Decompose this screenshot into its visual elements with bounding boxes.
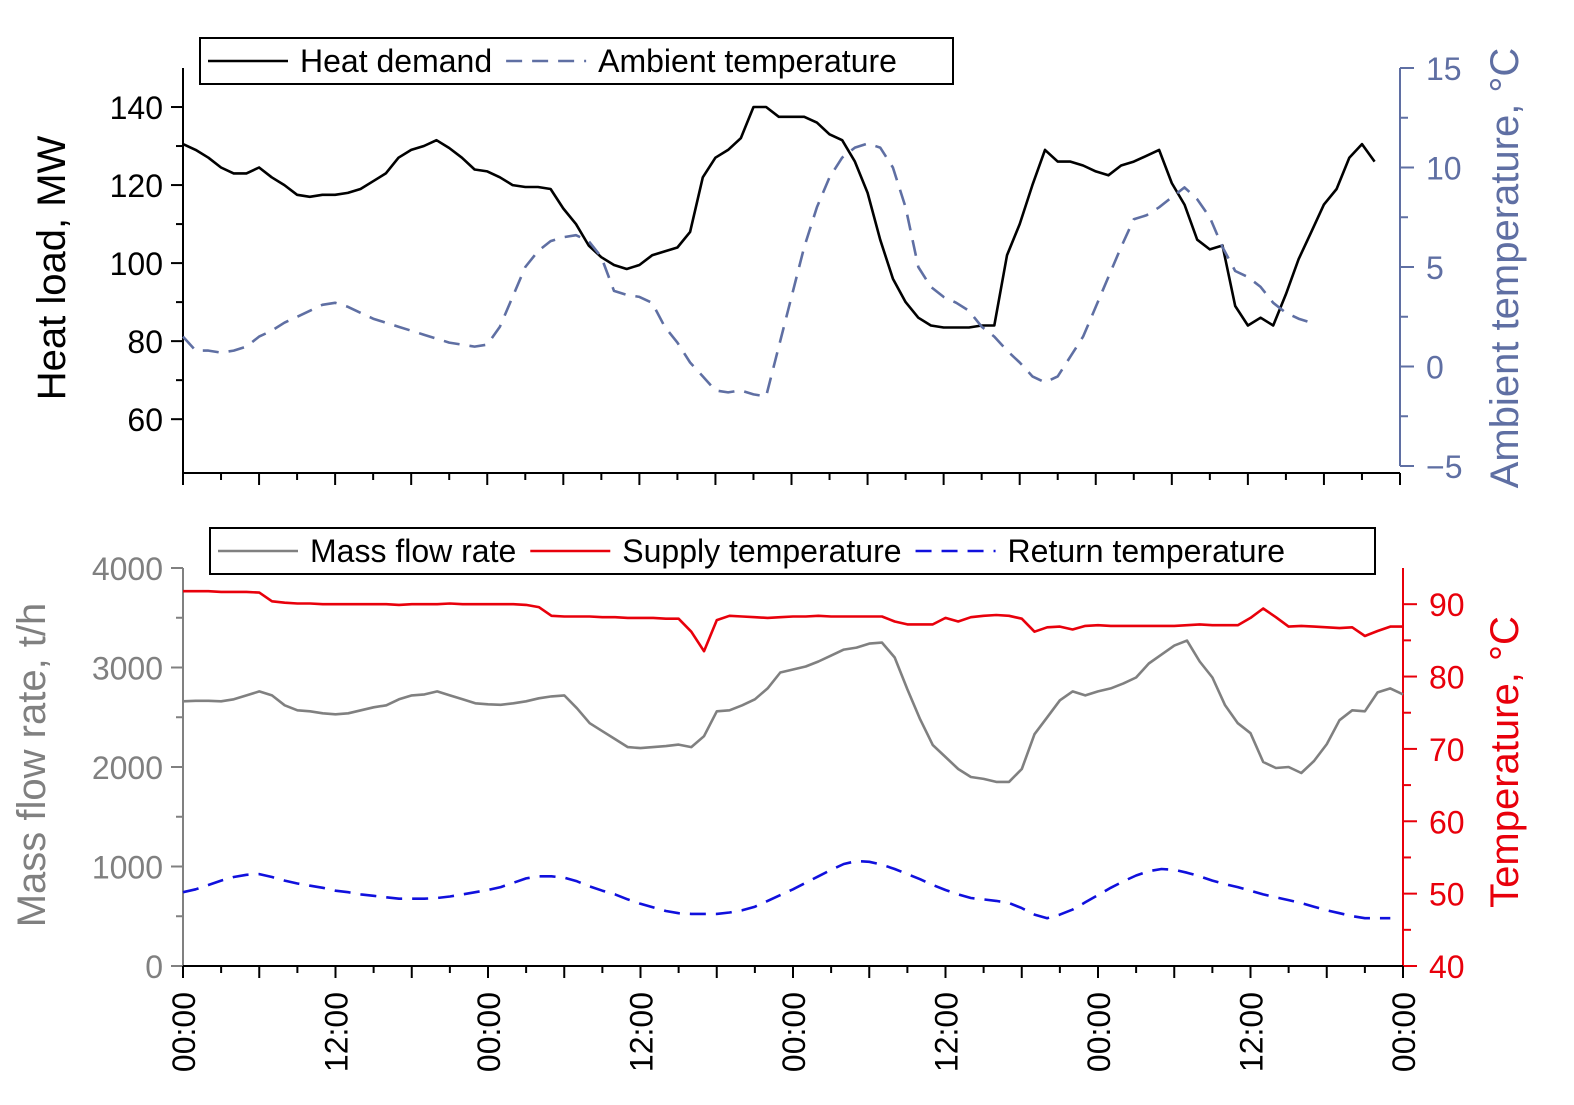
left-y-tick-label: 1000: [92, 850, 163, 886]
legend-label-return-temperature: Return temperature: [1008, 533, 1285, 569]
right-y-tick-label: −5: [1426, 449, 1462, 485]
right-y-tick-label: 50: [1429, 877, 1465, 913]
x-tick-label: 12:00: [1234, 992, 1270, 1072]
right-y-tick-label: 60: [1429, 804, 1465, 840]
legend-label-ambient-temperature: Ambient temperature: [598, 43, 897, 79]
left-y-tick-label: 100: [110, 246, 163, 282]
x-tick-label: 00:00: [1386, 992, 1422, 1072]
left-y-tick-label: 4000: [92, 551, 163, 587]
series-line-heat-demand: [182, 105, 1376, 329]
left-y-axis-label: Heat load, MW: [30, 135, 74, 400]
x-tick-label: 12:00: [929, 992, 965, 1072]
left-y-tick-label: 0: [145, 949, 163, 985]
heat-demand-panel: 60 80 100 120 140 Heat load, MW −5 0 5 10 15 Ambien…: [30, 37, 1527, 489]
series-line-mass-flow-rate: [182, 639, 1404, 784]
left-y-tick-label: 60: [127, 402, 163, 438]
x-tick-label: 12:00: [624, 992, 660, 1072]
right-y-tick-label: 90: [1429, 587, 1465, 623]
series-line-return-temperature: [182, 859, 1391, 920]
left-y-tick-label: 2000: [92, 750, 163, 786]
right-y-tick-label: 0: [1426, 350, 1444, 386]
left-y-tick-label: 3000: [92, 651, 163, 687]
right-y-tick-label: 10: [1426, 151, 1462, 187]
right-y-tick-label: 40: [1429, 949, 1465, 985]
legend-box: [199, 37, 954, 85]
legend-label-mass-flow-rate: Mass flow rate: [310, 533, 516, 569]
x-tick-label: 00:00: [166, 992, 202, 1072]
right-y-axis-label: Temperature, °C: [1483, 616, 1527, 908]
x-tick-label: 12:00: [319, 992, 355, 1072]
left-y-tick-label: 120: [110, 168, 163, 204]
x-tick-label: 00:00: [1081, 992, 1117, 1072]
left-y-axis-label: Mass flow rate, t/h: [10, 603, 54, 928]
right-y-tick-label: 15: [1426, 51, 1462, 87]
left-y-tick-label: 80: [127, 324, 163, 360]
series-line-ambient-temperature: [182, 142, 1312, 398]
x-tick-label: 00:00: [471, 992, 507, 1072]
left-y-tick-label: 140: [110, 90, 163, 126]
right-y-tick-label: 80: [1429, 660, 1465, 696]
legend-label-heat-demand: Heat demand: [300, 43, 492, 79]
right-y-axis-label: Ambient temperature, °C: [1483, 48, 1527, 489]
legend-box: [209, 527, 1376, 575]
right-y-tick-label: 5: [1426, 250, 1444, 286]
series-line-supply-temperature: [183, 589, 1403, 653]
right-y-tick-label: 70: [1429, 732, 1465, 768]
x-tick-label: 00:00: [776, 992, 812, 1072]
flow-temperature-panel: 0 1000 2000 3000 4000 Mass flow rate, t/h 40 50…: [10, 527, 1527, 1072]
legend-label-supply-temperature: Supply temperature: [622, 533, 901, 569]
